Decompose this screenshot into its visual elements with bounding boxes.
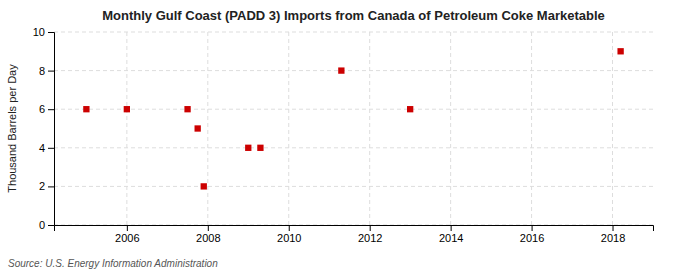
x-axis: 2006 2008 2010 2012 2014 2016 2018 [55,225,654,244]
x-tick-label: 2016 [520,232,544,244]
x-tick-mark [370,225,371,231]
x-tick-mark [613,225,614,231]
y-axis: 0 2 4 6 8 10 [33,26,55,231]
x-grid-line [126,32,127,225]
x-grid-line [531,32,532,225]
point [245,145,251,151]
y-tick-label: 0 [39,219,45,231]
y-tick: 0 [39,219,54,231]
y-tick-mark [48,225,54,226]
x-tick-mark [451,225,452,231]
y-tick: 10 [33,26,54,38]
y-grid-line [54,109,653,110]
y-grid-line [54,32,653,33]
y-tick-mark [48,186,54,187]
y-grid-line [54,70,653,71]
x-tick: 2008 [196,225,220,244]
y-tick-label: 10 [33,26,45,38]
y-tick-mark [48,32,54,33]
x-tick: 2010 [277,225,301,244]
y-tick-label: 2 [39,180,45,192]
y-tick: 2 [39,180,54,192]
x-tick-label: 2008 [196,232,220,244]
y-tick: 6 [39,103,54,115]
chart: 2006 2008 2010 2012 2014 2016 2018 0 2 4 6 8 10 Month… [0,0,675,275]
y-tick-mark [48,109,54,110]
point [195,125,201,131]
x-grid-line [450,32,451,225]
x-grid-line [288,32,289,225]
x-tick-mark [289,225,290,231]
x-tick: 2012 [358,225,382,244]
x-tick-mark [208,225,209,231]
x-tick: 2018 [601,225,625,244]
y-grid-line [54,186,653,187]
point [617,48,623,54]
point [338,67,344,73]
x-tick: 2016 [520,225,544,244]
x-tick: 2006 [115,225,139,244]
x-tick-label: 2014 [439,232,463,244]
x-tick: 2014 [439,225,463,244]
x-tick-label: 2018 [601,232,625,244]
x-grid-line [207,32,208,225]
point [124,106,130,112]
y-axis-title: Thousand Barrels per Day [6,64,18,193]
y-tick-label: 6 [39,103,45,115]
plot-area [83,48,624,189]
point [184,106,190,112]
x-tick-mark [532,225,533,231]
point [201,183,207,189]
y-tick-label: 4 [39,142,45,154]
x-axis-line [55,226,654,232]
x-tick-label: 2006 [115,232,139,244]
y-grid-line [54,147,653,148]
y-tick-label: 8 [39,65,45,77]
x-grid-line [369,32,370,225]
x-grid-line [612,32,613,225]
point [83,106,89,112]
y-tick: 4 [39,142,54,154]
y-tick-mark [48,148,54,149]
y-tick-mark [48,71,54,72]
x-tick-label: 2012 [358,232,382,244]
source-note: Source: U.S. Energy Information Administ… [8,258,218,269]
y-axis-line [48,33,55,226]
x-tick-mark [127,225,128,231]
point [407,106,413,112]
y-tick: 8 [39,65,54,77]
point [257,145,263,151]
title: Monthly Gulf Coast (PADD 3) Imports from… [102,8,605,23]
x-tick-label: 2010 [277,232,301,244]
grid [54,32,653,225]
